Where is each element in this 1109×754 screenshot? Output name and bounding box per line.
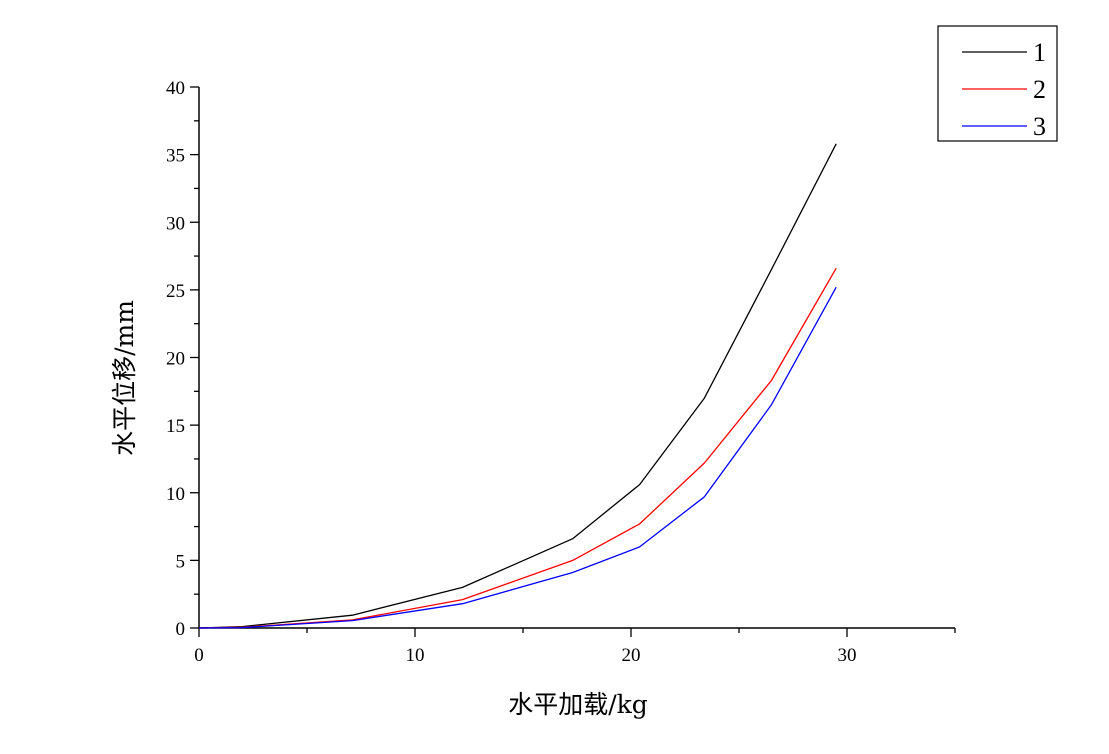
x-axis-title: 水平加载/kg bbox=[508, 690, 648, 719]
x-tick-label: 30 bbox=[838, 645, 857, 666]
y-tick-label: 0 bbox=[176, 619, 186, 640]
y-tick-label: 40 bbox=[166, 78, 185, 99]
y-tick-label: 20 bbox=[166, 349, 185, 370]
legend-label-3: 3 bbox=[1033, 112, 1046, 141]
axis-ticks bbox=[190, 86, 956, 637]
x-tick-label: 0 bbox=[194, 645, 204, 666]
legend: 1 2 3 bbox=[937, 25, 1058, 142]
y-tick-label: 5 bbox=[176, 551, 186, 572]
y-tick-label: 25 bbox=[166, 281, 185, 302]
y-tick-label: 15 bbox=[166, 416, 185, 437]
legend-label-2: 2 bbox=[1033, 75, 1046, 104]
x-tick-label: 10 bbox=[406, 645, 425, 666]
series-line-3 bbox=[198, 286, 837, 629]
y-tick-label: 35 bbox=[166, 146, 185, 167]
x-tick-label: 20 bbox=[622, 645, 641, 666]
legend-label-1: 1 bbox=[1033, 38, 1046, 67]
plot-frame bbox=[198, 87, 955, 629]
y-tick-label: 10 bbox=[166, 484, 185, 505]
series-lines bbox=[198, 143, 837, 629]
axis-tick-labels: 0 10 20 30 0 5 10 15 20 25 30 35 40 bbox=[166, 78, 857, 666]
legend-box bbox=[937, 25, 1058, 142]
y-axis-title: 水平位移/mm bbox=[110, 300, 139, 456]
y-tick-label: 30 bbox=[166, 213, 185, 234]
series-line-1 bbox=[198, 143, 837, 629]
